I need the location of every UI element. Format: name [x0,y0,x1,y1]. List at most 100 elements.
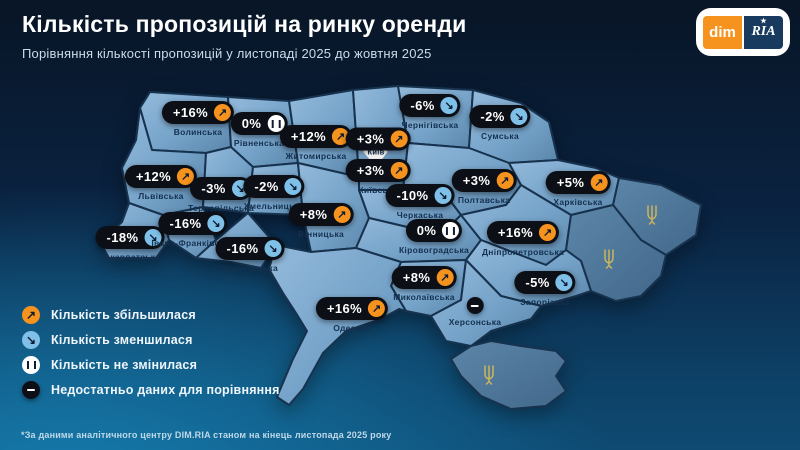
legend-item-increased: ↗ Кількість збільшилася [22,306,280,324]
region-badge-chernivetska: -16% ↘ Чернівецька [215,237,285,273]
page-title: Кількість пропозицій на ринку оренди [22,11,467,37]
region-label: Кіровоградська [398,245,470,255]
value-pill: +5% ↗ [545,171,611,194]
legend-label: Кількість збільшилася [51,308,196,322]
region-label: Чернігівська [401,120,459,130]
dim-logo-box: dim [703,15,742,49]
pause-icon [22,356,40,374]
region-value: -18% [106,230,139,245]
region-badge-cherkaska: -10% ↘ Черкаська [385,184,455,220]
value-pill: -5% ↘ [514,271,576,294]
region-value: -10% [396,188,429,203]
arrow-up-right-icon: ↗ [22,306,40,324]
arrow-up-right-icon: ↗ [177,168,195,185]
value-pill: -2% ↘ [243,175,305,198]
region-badge-zakarpatska: -18% ↘ Закарпатська [95,226,165,262]
legend-item-unchanged: Кількість не змінилася [22,356,280,374]
region-value: +16% [172,105,209,120]
region-badge-dnipropetrovska: +16% ↗ Дніпропетровська [482,221,564,257]
region-label: Дніпропетровська [481,247,565,257]
region-badge-zhytomyrska: +12% ↗ Житомирська [279,125,353,161]
legend-label: Недостатньо даних для порівняння [51,383,280,397]
region-badge-odeska: +16% ↗ Одеська [315,297,389,333]
region-label: Херсонська [448,317,502,327]
value-pill: -18% ↘ [95,226,165,249]
region-value: -16% [226,241,259,256]
arrow-up-right-icon: ↗ [496,172,514,189]
region-badge-ivano-frankivska: -16% ↘ Івано-Франківська [151,212,234,248]
legend-label: Кількість не змінилася [51,358,198,372]
region-value: -3% [201,181,226,196]
region-badge-kirovohradska: 0% Кіровоградська [399,219,469,255]
region-label: Миколаївська [393,292,455,302]
dimria-logo: dim ★ RIA [696,8,790,56]
region-value: 0% [241,116,262,131]
arrow-up-right-icon: ↗ [590,174,608,191]
value-pill: +3% ↗ [345,159,411,182]
region-badge-ternopilska: -3% ↘ Тернопільська [188,177,254,213]
region-value: +5% [556,175,585,190]
region-value: -2% [480,109,505,124]
value-pill: +16% ↗ [486,221,560,244]
arrow-up-right-icon: ↗ [539,224,557,241]
arrow-down-right-icon: ↘ [264,240,282,257]
arrow-up-right-icon: ↗ [332,128,350,145]
value-pill: 0% [405,219,463,242]
region-value: +12% [290,129,327,144]
region-value: -6% [410,98,435,113]
region-badge-khmelnytska: -2% ↘ Хмельницька [243,175,305,211]
region-badge-mykolaivska: +8% ↗ Миколаївська [391,266,457,302]
region-value: -16% [169,216,202,231]
page-subtitle: Порівняння кількості пропозицій у листоп… [22,46,432,61]
region-label: Київська [358,185,398,195]
region-label: Запорізька [520,297,570,307]
value-pill: +8% ↗ [391,266,457,289]
arrow-down-right-icon: ↘ [510,108,528,125]
region-badge-kyiv-city: +3% ↗ [345,127,411,151]
region-label: Полтавська [457,195,511,205]
region-value: -2% [254,179,279,194]
region-badge-zaporizka: -5% ↘ Запорізька [514,271,576,307]
arrow-down-right-icon: ↘ [207,215,225,232]
value-pill: -6% ↘ [399,94,461,117]
value-pill: +12% ↗ [124,165,198,188]
value-pill: +16% ↗ [315,297,389,320]
value-pill: -16% ↘ [215,237,285,260]
region-value: -5% [525,275,550,290]
legend: ↗ Кількість збільшилася ↘ Кількість змен… [22,306,280,399]
region-value: +3% [356,131,385,147]
star-icon: ★ [760,16,767,25]
map-region-odeska [268,244,407,406]
minus-icon [466,297,484,314]
region-badge-volynska: +16% ↗ Волинська [161,101,235,137]
region-badge-kyivska: +3% ↗ Київська [345,159,411,195]
arrow-down-right-icon: ↘ [144,229,162,246]
region-label: Харківська [553,197,603,207]
region-label: Чернівецька [222,263,278,273]
region-badge-lvivska: +12% ↗ Львівська [124,165,198,201]
region-label: Волинська [173,127,223,137]
region-badge-khersonska: Херсонська [449,297,502,327]
ria-logo-box: ★ RIA [744,15,783,49]
region-label: Хмельницька [243,201,305,211]
trident-icon [484,365,494,385]
value-pill: -2% ↘ [469,105,531,128]
pause-icon [442,222,460,239]
value-pill: +16% ↗ [161,101,235,124]
region-label: Житомирська [285,151,347,161]
pause-icon [267,115,285,132]
arrow-down-right-icon: ↘ [555,274,573,291]
region-badge-poltavska: +3% ↗ Полтавська [451,169,517,205]
arrow-down-right-icon: ↘ [284,178,302,195]
minus-icon [22,381,40,399]
value-pill: -16% ↘ [158,212,228,235]
region-value: +3% [356,163,385,178]
kyiv-city-label: Київ [367,147,385,157]
region-badge-sumska: -2% ↘ Сумська [469,105,531,141]
arrow-up-right-icon: ↗ [390,162,408,179]
region-value: +8% [402,270,431,285]
legend-item-no-data: Недостатньо даних для порівняння [22,381,280,399]
region-label: Івано-Франківська [151,238,235,248]
map-region-khersonska [430,259,542,347]
